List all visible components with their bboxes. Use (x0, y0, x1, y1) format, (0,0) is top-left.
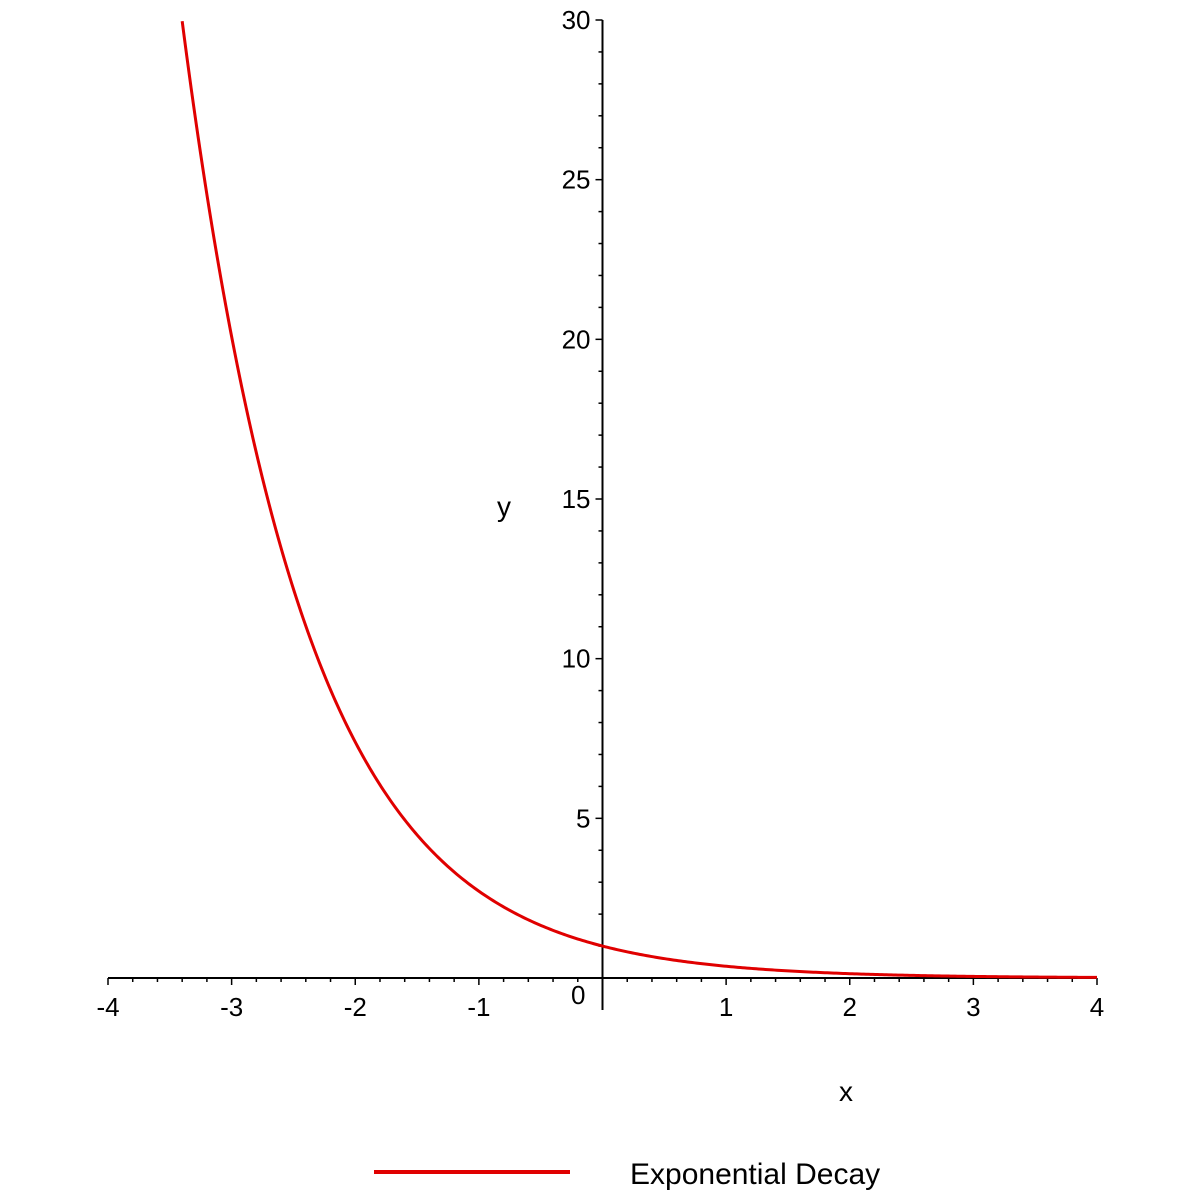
y-tick-label: 30 (562, 5, 591, 35)
series-line-exponential-decay (180, 20, 1098, 979)
x-tick-label: -4 (96, 992, 119, 1022)
x-tick-label: -1 (467, 992, 490, 1022)
y-axis-label: y (497, 491, 511, 522)
y-tick-label: 5 (576, 803, 590, 833)
x-tick-label: 1 (719, 992, 733, 1022)
legend: Exponential Decay (374, 1158, 880, 1191)
origin-tick-label: 0 (571, 980, 585, 1010)
axes (108, 20, 1097, 1010)
y-tick-label: 10 (562, 644, 591, 674)
legend-label: Exponential Decay (630, 1158, 880, 1191)
series-layer (180, 20, 1098, 979)
y-tick-label: 20 (562, 324, 591, 354)
y-tick-label: 25 (562, 165, 591, 195)
x-tick-label: 2 (843, 992, 857, 1022)
tick-labels: -4 -3 -2 -1 1 2 3 4 5 10 15 20 25 30 0 (96, 5, 1104, 1022)
x-tick-label: 3 (966, 992, 980, 1022)
x-tick-label: -2 (344, 992, 367, 1022)
y-tick-label: 15 (562, 484, 591, 514)
x-tick-label: -3 (220, 992, 243, 1022)
x-tick-label: 4 (1090, 992, 1104, 1022)
x-axis-label: x (839, 1076, 853, 1107)
ticks (107, 19, 1098, 985)
